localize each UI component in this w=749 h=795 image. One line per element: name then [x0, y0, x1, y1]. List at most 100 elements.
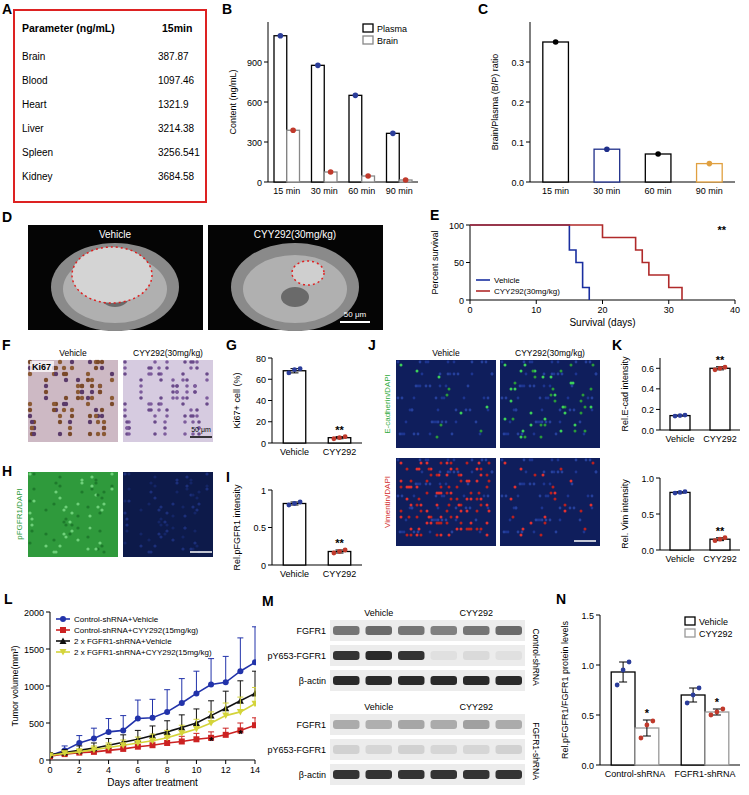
texture-dot	[552, 388, 555, 391]
texture-dot	[592, 364, 595, 367]
texture-dot	[441, 519, 444, 522]
texture-dot	[149, 481, 152, 484]
texture-dot	[54, 481, 57, 484]
texture-dot	[28, 472, 31, 475]
blot-band	[333, 720, 360, 729]
texture-dot	[503, 433, 506, 436]
texture-dot	[399, 433, 402, 436]
texture-dot	[450, 462, 453, 465]
x-tick	[668, 300, 669, 304]
texture-dot	[98, 384, 102, 388]
panel-letter: N	[556, 591, 566, 607]
table-frame	[14, 10, 206, 202]
texture-dot	[185, 396, 189, 400]
texture-dot	[171, 502, 174, 505]
texture-dot	[58, 360, 62, 364]
blot-panel: MVehicleCYY292FGFR1pY653-FGFR1β-actinCon…	[262, 593, 541, 785]
marker	[179, 739, 185, 745]
texture-dot	[157, 372, 161, 376]
texture-dot	[403, 531, 406, 534]
error-cap	[62, 745, 68, 746]
blot-strip	[330, 645, 525, 666]
value-dot	[328, 169, 334, 175]
texture-dot	[534, 474, 537, 477]
texture-dot	[80, 478, 83, 481]
blot-band	[431, 676, 458, 685]
error-cap	[643, 720, 651, 721]
texture-dot	[96, 493, 99, 496]
legend-line	[476, 290, 490, 292]
error-cap	[164, 730, 170, 731]
texture-dot	[159, 402, 163, 406]
texture-dot	[413, 495, 416, 498]
texture-dot	[446, 522, 449, 525]
texture-dot	[455, 519, 458, 522]
texture-dot	[171, 396, 175, 400]
point	[292, 501, 297, 506]
texture-dot	[405, 519, 408, 522]
x-tick-label: 40	[730, 305, 740, 315]
texture-dot	[569, 507, 572, 510]
texture-dot	[544, 516, 547, 519]
error-cap	[193, 708, 199, 709]
texture-dot	[460, 480, 463, 483]
texture-dot	[401, 397, 404, 400]
texture-dot	[458, 504, 461, 507]
error-cap	[120, 734, 126, 735]
blot-band	[463, 745, 490, 754]
texture-dot	[470, 492, 473, 495]
texture-dot	[466, 498, 469, 501]
texture-dot	[591, 495, 594, 498]
texture-dot	[165, 529, 168, 532]
texture-dot	[476, 528, 479, 531]
texture-dot	[185, 484, 188, 487]
texture-dot	[467, 385, 470, 388]
texture-dot	[530, 412, 533, 415]
y-tick	[268, 400, 272, 401]
marker	[223, 679, 229, 685]
texture-dot	[52, 538, 55, 541]
if-image	[396, 458, 496, 546]
texture-dot	[504, 462, 507, 465]
texture-dot	[540, 436, 543, 439]
texture-dot	[185, 384, 189, 388]
texture-dot	[450, 468, 453, 471]
texture-dot	[195, 544, 198, 547]
y-tick-label: 0.0	[641, 426, 654, 436]
texture-dot	[193, 384, 197, 388]
texture-dot	[514, 388, 517, 391]
x-tick	[602, 300, 603, 304]
texture-dot	[123, 499, 126, 502]
texture-dot	[123, 360, 127, 364]
texture-dot	[532, 370, 535, 373]
bar	[287, 130, 300, 182]
x-tick-label: 10	[191, 765, 201, 775]
point	[673, 491, 678, 496]
image-panel: FVehicleCYY292(30mg/kg)Ki6750 μm	[2, 337, 213, 442]
texture-dot	[149, 372, 153, 376]
texture-dot	[572, 382, 575, 385]
blot-band	[431, 651, 458, 660]
texture-dot	[205, 396, 209, 400]
texture-dot	[507, 433, 510, 436]
texture-dot	[98, 541, 101, 544]
texture-dot	[94, 366, 98, 370]
marker	[61, 750, 68, 757]
texture-dot	[400, 480, 403, 483]
texture-dot	[439, 373, 442, 376]
row-label: pY653-FGFR1	[267, 745, 326, 755]
mri-image	[28, 225, 203, 330]
point	[331, 551, 336, 556]
error-cap	[135, 730, 141, 731]
texture-dot	[94, 478, 97, 481]
texture-dot	[127, 499, 130, 502]
texture-dot	[429, 433, 432, 436]
texture-dot	[455, 421, 458, 424]
blot-strip	[330, 739, 525, 760]
texture-dot	[183, 432, 187, 436]
texture-dot	[205, 472, 208, 475]
bar	[670, 492, 690, 550]
bar	[594, 149, 620, 182]
texture-dot	[68, 432, 72, 436]
series-line	[470, 225, 682, 300]
